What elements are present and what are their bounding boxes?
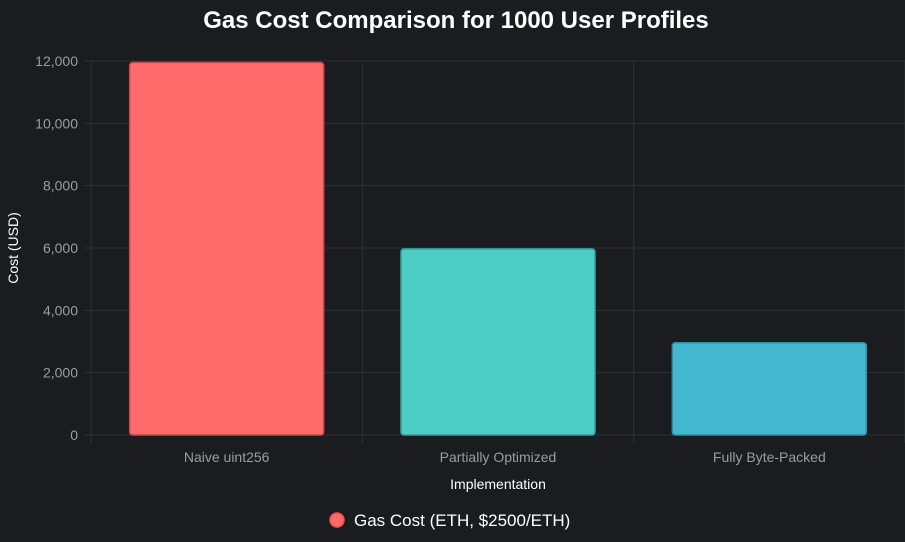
y-tick-label: 10,000	[35, 115, 78, 131]
y-tick-label: 2,000	[43, 365, 78, 381]
y-tick-label: 12,000	[35, 53, 78, 69]
y-axis-label: Cost (USD)	[5, 212, 21, 284]
x-tick-label: Naive uint256	[184, 449, 270, 465]
bar-partially-optimized[interactable]	[400, 248, 596, 436]
bar-naive-uint256[interactable]	[128, 61, 325, 436]
x-tick-label: Partially Optimized	[440, 449, 557, 465]
x-axis-label: Implementation	[450, 476, 546, 492]
x-tick-label: Fully Byte-Packed	[713, 449, 826, 465]
y-tick-label: 0	[70, 427, 78, 443]
x-axis-ticks: Naive uint256 Partially Optimized Fully By…	[184, 449, 826, 465]
y-tick-label: 4,000	[43, 302, 78, 318]
y-tick-label: 8,000	[43, 178, 78, 194]
legend-marker	[329, 512, 345, 528]
bar-fully-byte-packed[interactable]	[671, 341, 868, 436]
legend[interactable]: Gas Cost (ETH, $2500/ETH)	[329, 511, 570, 530]
y-axis-ticks: 0 2,000 4,000 6,000 8,000 10,000 12,000	[35, 53, 78, 443]
bars	[128, 61, 868, 436]
legend-label: Gas Cost (ETH, $2500/ETH)	[354, 511, 570, 530]
chart-title: Gas Cost Comparison for 1000 User Profil…	[203, 7, 709, 34]
y-tick-label: 6,000	[43, 240, 78, 256]
